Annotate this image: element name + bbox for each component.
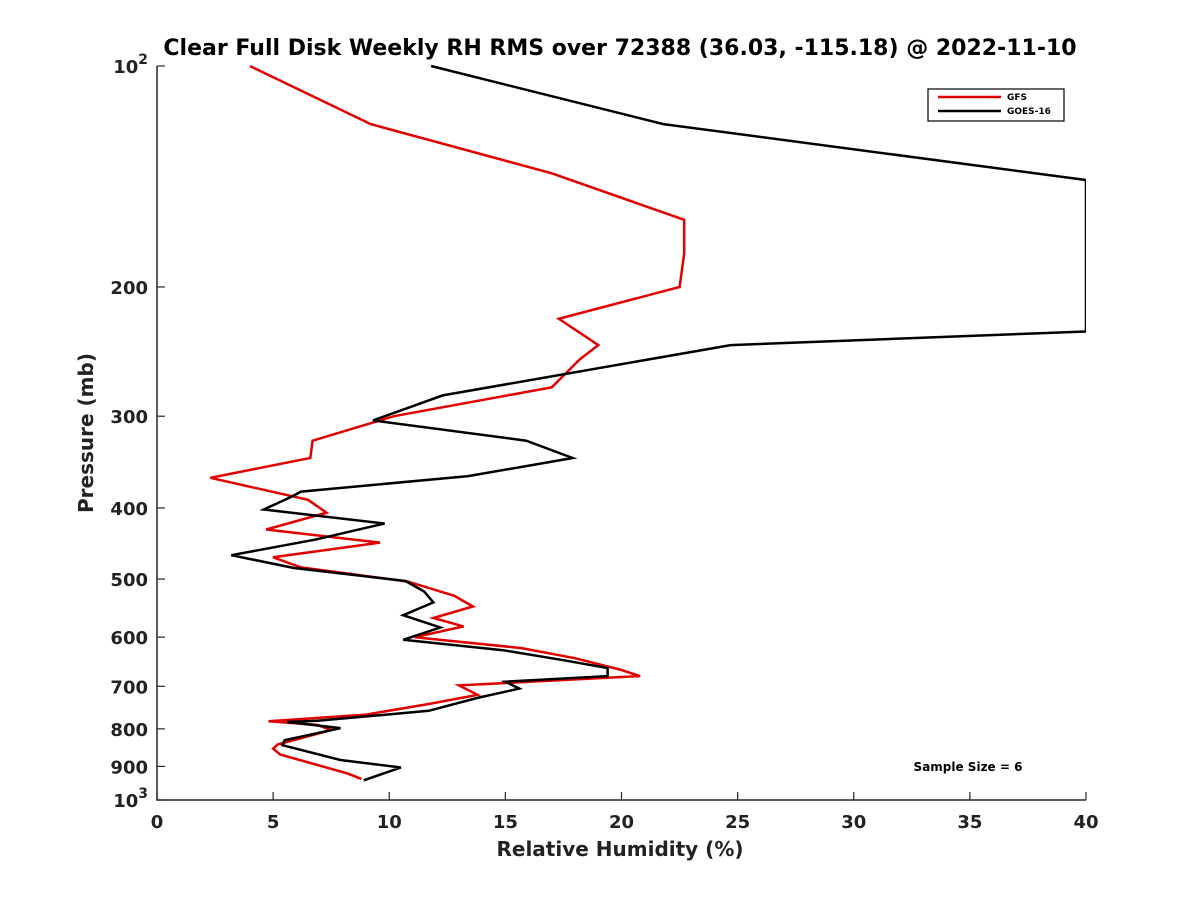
sample-size-annotation: Sample Size = 6 bbox=[914, 760, 1023, 774]
x-tick-label: 40 bbox=[1073, 812, 1098, 833]
y-tick-label: 900 bbox=[110, 757, 148, 778]
x-axis-ticks: 0 5 10 15 20 25 30 35 40 bbox=[151, 792, 1099, 833]
series-line-gfs bbox=[210, 64, 686, 781]
y-tick-label: 800 bbox=[110, 720, 148, 741]
legend-entry-label: GFS bbox=[1007, 93, 1027, 103]
series-line-goes-16 bbox=[231, 64, 1086, 782]
x-tick-label: 10 bbox=[377, 812, 402, 833]
y-tick-label: 600 bbox=[110, 628, 148, 649]
axis-frame bbox=[156, 66, 1086, 801]
x-tick-label: 15 bbox=[493, 812, 518, 833]
y-axis-label: Pressure (mb) bbox=[74, 353, 98, 513]
x-tick-label: 0 bbox=[151, 812, 164, 833]
y-tick-label: 200 bbox=[110, 278, 148, 299]
x-axis-label: Relative Humidity (%) bbox=[496, 837, 743, 861]
x-tick-label: 5 bbox=[267, 812, 280, 833]
x-tick-label: 35 bbox=[957, 812, 982, 833]
legend: GFS GOES-16 bbox=[927, 88, 1065, 122]
x-tick-label: 25 bbox=[725, 812, 750, 833]
y-tick-label: 102 bbox=[113, 52, 148, 78]
legend-box bbox=[927, 88, 1065, 122]
x-tick-label: 30 bbox=[841, 812, 866, 833]
y-tick-label: 300 bbox=[110, 407, 148, 428]
y-tick-label: 700 bbox=[110, 677, 148, 698]
y-tick-label: 103 bbox=[113, 786, 148, 812]
y-axis-ticks: 102 200 300 400 500 600 700 800 900 103 bbox=[110, 52, 165, 812]
chart-title: Clear Full Disk Weekly RH RMS over 72388… bbox=[163, 36, 1076, 61]
y-tick-label: 500 bbox=[110, 570, 148, 591]
series-layer bbox=[210, 64, 1086, 782]
x-tick-label: 20 bbox=[609, 812, 634, 833]
legend-entry-label: GOES-16 bbox=[1007, 107, 1051, 117]
y-tick-label: 400 bbox=[110, 499, 148, 520]
